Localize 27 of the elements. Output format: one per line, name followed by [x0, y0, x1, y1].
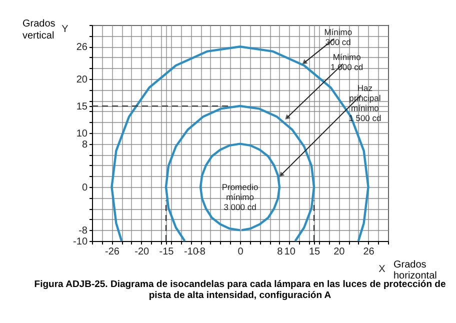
y-axis-title: Grados vertical — [22, 18, 56, 42]
x-tick-label: 26 — [363, 246, 375, 258]
text: Figura ADJB-25. Diagrama de isocandelas para cada lámpara en las luces de protección de pista de alta intensidad, configuración A — [34, 279, 446, 301]
x-tick-label: -20 — [134, 246, 150, 258]
x-tick-label: -8 — [196, 246, 206, 258]
line-series — [199, 142, 281, 232]
y-tick-label: 20 — [76, 74, 88, 86]
y-tick-label: 10 — [76, 128, 88, 140]
x-tick-label: 15 — [308, 246, 320, 258]
y-tick-label: 8 — [82, 139, 88, 150]
x-tick-label: 8 — [277, 246, 284, 258]
y-tick-label: -8 — [78, 226, 88, 237]
y-tick-label: 26 — [76, 42, 88, 54]
annotation: Promedio mínimo 3 000 cd — [222, 182, 258, 212]
y-tick-label: 0 — [82, 182, 88, 194]
x-tick-label: 10 — [284, 246, 296, 258]
text: Y — [62, 24, 69, 35]
x-tick-label: 20 — [334, 246, 346, 258]
y-tick-label: 15 — [76, 102, 88, 112]
x-tick-label: 0 — [238, 246, 244, 258]
x-tick-label: -15 — [159, 246, 174, 258]
annotation: Mínimo 1 000 cd — [330, 52, 364, 72]
line-series — [164, 104, 316, 242]
y-tick-label: -10 — [73, 236, 88, 248]
x-axis-title: Grados horizontal — [394, 260, 437, 282]
text: X — [378, 264, 386, 275]
x-tick-label: -26 — [105, 246, 120, 258]
